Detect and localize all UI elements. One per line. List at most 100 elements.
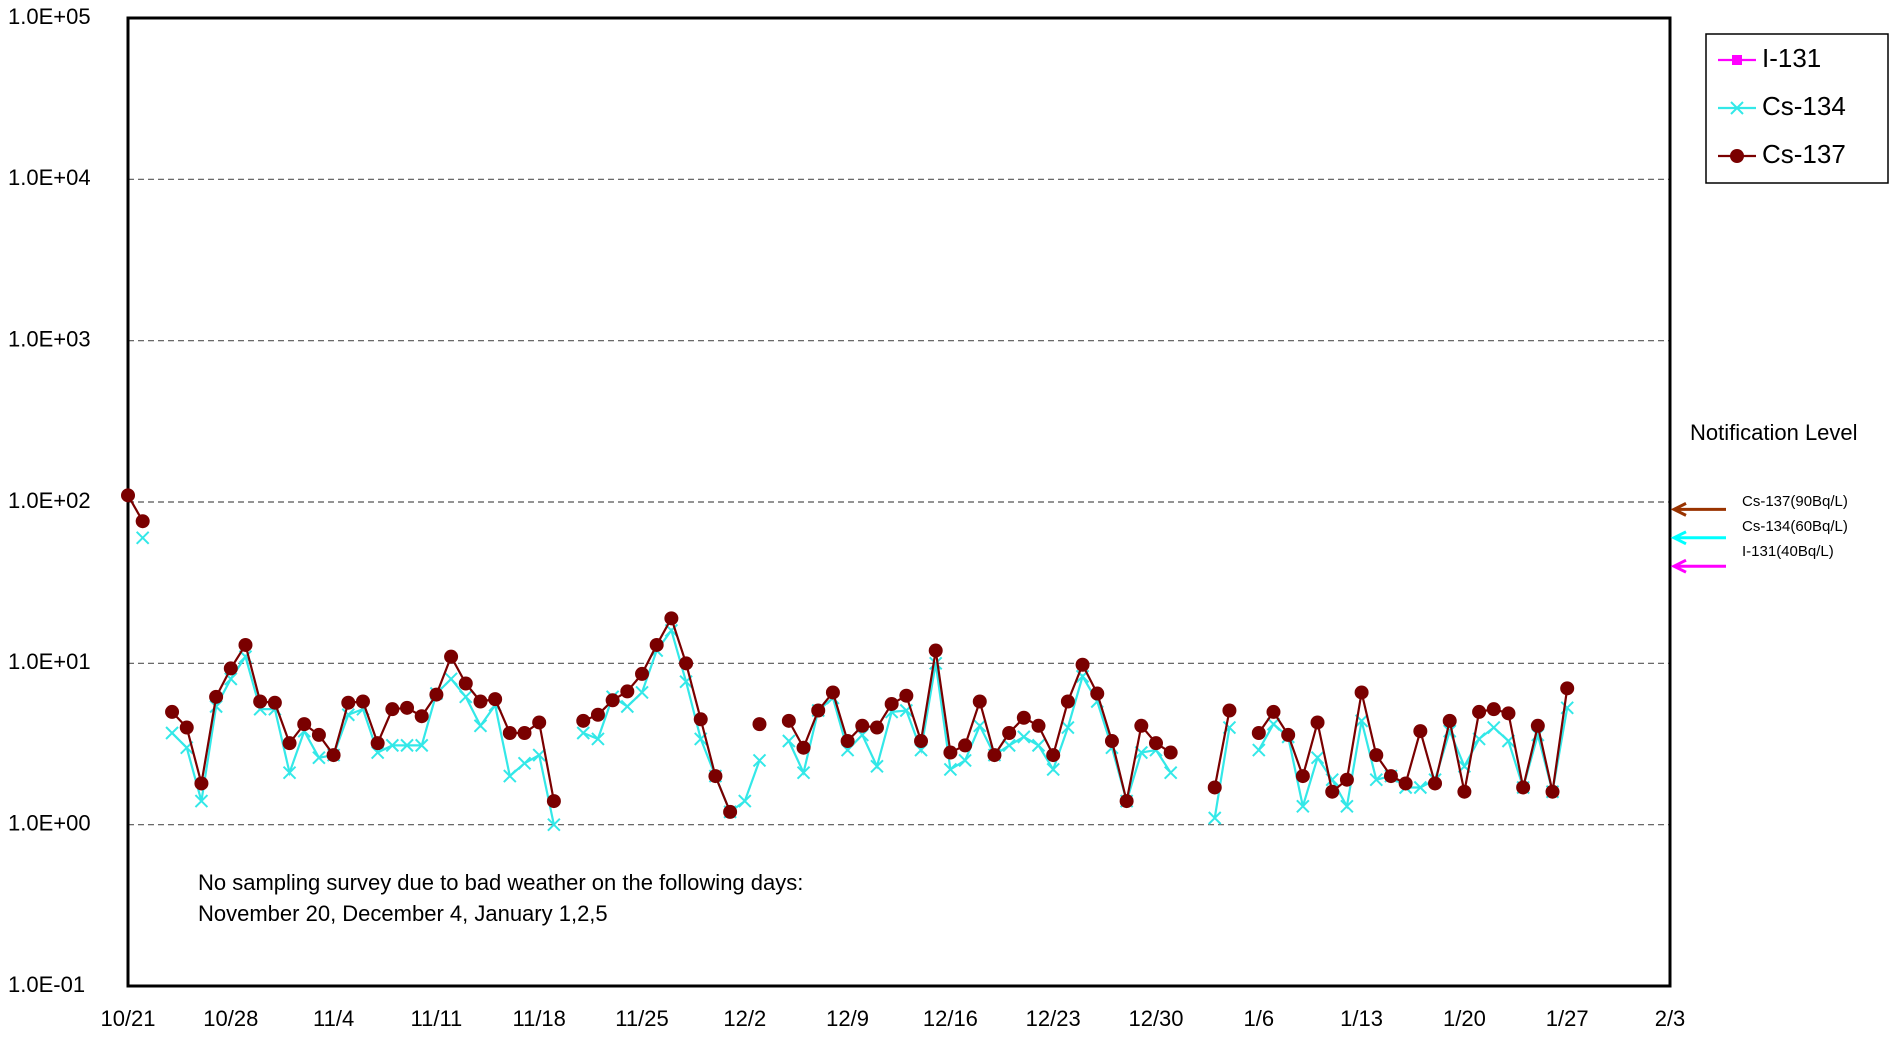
data-point bbox=[723, 804, 738, 819]
data-point bbox=[1486, 702, 1501, 717]
series-line bbox=[582, 627, 761, 814]
data-point bbox=[1075, 657, 1090, 672]
y-tick-label: 1.0E+03 bbox=[8, 326, 91, 351]
data-point bbox=[1046, 748, 1061, 763]
data-point bbox=[1207, 780, 1222, 795]
data-point bbox=[943, 762, 958, 777]
x-tick-label: 10/28 bbox=[203, 1006, 258, 1031]
data-point bbox=[1354, 685, 1369, 700]
data-point bbox=[297, 717, 312, 732]
data-point bbox=[444, 649, 459, 664]
level-arrow bbox=[1670, 530, 1726, 546]
data-point bbox=[1457, 784, 1472, 799]
data-point bbox=[1031, 718, 1046, 733]
data-point bbox=[825, 685, 840, 700]
data-point bbox=[135, 514, 150, 529]
data-point bbox=[267, 695, 282, 710]
x-tick-label: 2/3 bbox=[1655, 1006, 1686, 1031]
data-point bbox=[311, 727, 326, 742]
data-point bbox=[1266, 704, 1281, 719]
x-tick-label: 1/27 bbox=[1546, 1006, 1589, 1031]
data-point bbox=[943, 745, 958, 760]
data-point bbox=[855, 718, 870, 733]
x-tick-label: 11/18 bbox=[512, 1006, 565, 1031]
data-point bbox=[781, 713, 796, 728]
data-point bbox=[635, 666, 649, 681]
legend-label: Cs-134 bbox=[1762, 91, 1846, 121]
series-line bbox=[1213, 710, 1231, 788]
data-point bbox=[635, 685, 649, 700]
data-point bbox=[1442, 713, 1457, 728]
data-point bbox=[1031, 738, 1046, 753]
data-point bbox=[1530, 718, 1545, 733]
data-point bbox=[312, 751, 326, 765]
data-point bbox=[179, 720, 194, 735]
data-point bbox=[1208, 811, 1222, 825]
data-point bbox=[620, 699, 635, 714]
data-point bbox=[1413, 724, 1428, 739]
data-point bbox=[1310, 751, 1325, 765]
series-line bbox=[787, 663, 1172, 806]
data-point bbox=[459, 690, 473, 704]
data-point bbox=[415, 738, 429, 753]
data-point bbox=[752, 717, 767, 732]
data-point bbox=[135, 531, 150, 545]
data-point bbox=[165, 726, 179, 740]
data-point bbox=[385, 738, 400, 753]
data-point bbox=[693, 712, 708, 727]
data-point bbox=[972, 694, 987, 709]
data-point bbox=[488, 692, 503, 707]
data-point bbox=[1369, 772, 1383, 787]
data-point bbox=[869, 720, 884, 735]
data-point bbox=[400, 738, 414, 753]
data-point bbox=[899, 688, 914, 703]
x-tick-label: 12/30 bbox=[1128, 1006, 1183, 1031]
data-point bbox=[840, 734, 855, 749]
data-point bbox=[590, 707, 605, 722]
data-point bbox=[458, 676, 473, 691]
data-point bbox=[1002, 725, 1017, 740]
y-tick-label: 1.0E+02 bbox=[8, 488, 91, 513]
data-point bbox=[1017, 730, 1031, 744]
data-point bbox=[708, 769, 723, 784]
data-point bbox=[958, 753, 972, 768]
data-point bbox=[238, 637, 253, 652]
data-point bbox=[605, 693, 620, 708]
data-point bbox=[870, 759, 884, 774]
x-tick-label: 11/4 bbox=[313, 1006, 354, 1031]
legend-label: Cs-137 bbox=[1762, 139, 1846, 169]
data-point bbox=[1325, 784, 1340, 799]
x-tick-label: 12/2 bbox=[723, 1006, 766, 1031]
x-tick-label: 11/25 bbox=[615, 1006, 668, 1031]
series-line bbox=[1257, 688, 1569, 794]
legend-marker bbox=[1732, 55, 1742, 65]
data-point bbox=[546, 794, 561, 809]
data-point bbox=[796, 765, 811, 780]
x-tick-label: 1/20 bbox=[1443, 1006, 1486, 1031]
data-point bbox=[928, 643, 943, 658]
level-arrow bbox=[1670, 502, 1726, 517]
data-point bbox=[473, 694, 488, 709]
data-point bbox=[649, 637, 664, 652]
legend-label: I-131 bbox=[1762, 43, 1821, 73]
data-point bbox=[370, 736, 385, 751]
data-point bbox=[1163, 745, 1178, 760]
data-point bbox=[1119, 794, 1134, 809]
data-point bbox=[811, 703, 826, 718]
data-point bbox=[1149, 736, 1163, 751]
data-point bbox=[1340, 799, 1354, 813]
data-point bbox=[547, 817, 561, 832]
data-point bbox=[517, 756, 532, 771]
data-point bbox=[591, 732, 605, 746]
data-point bbox=[1016, 710, 1031, 725]
data-point bbox=[576, 713, 591, 728]
x-tick-label: 12/9 bbox=[826, 1006, 869, 1031]
data-point bbox=[1398, 776, 1413, 791]
data-point bbox=[884, 696, 899, 711]
series-line bbox=[1213, 727, 1231, 819]
data-point bbox=[121, 488, 135, 503]
annotation: No sampling survey due to bad weather on… bbox=[198, 870, 803, 895]
data-point bbox=[1545, 784, 1560, 799]
